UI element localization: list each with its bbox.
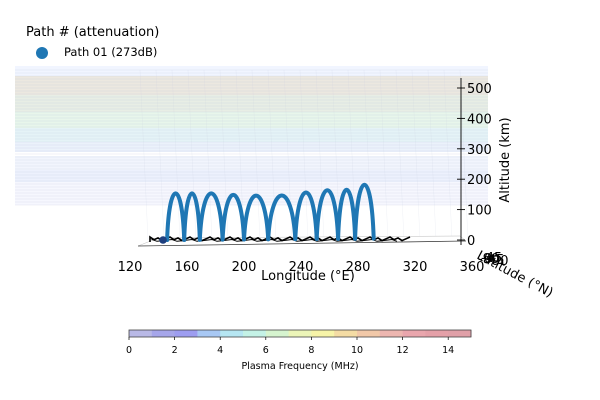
z-tick-label: 100	[467, 204, 492, 219]
grid-line	[187, 69, 197, 241]
x-tick-label: 200	[232, 260, 257, 275]
z-tick-label: 200	[467, 173, 492, 188]
x-axis-line	[137, 240, 467, 247]
coastline-map	[137, 235, 467, 247]
ray-hop	[266, 193, 298, 242]
y-tick-label: -90	[478, 252, 499, 267]
colorbar-tick-label: 6	[263, 345, 269, 356]
coastline	[149, 235, 411, 242]
z-tick-label: 0	[467, 234, 475, 249]
ray-hop	[165, 191, 187, 242]
colorbar-segment	[311, 330, 335, 337]
grid-line	[395, 69, 405, 241]
plasma-band	[15, 112, 488, 128]
colorbar-tick-label: 4	[217, 345, 223, 356]
ray-path-series	[159, 183, 376, 244]
ray-hop	[242, 193, 271, 242]
colorbar-tick-label: 12	[397, 345, 409, 356]
plasma-band	[15, 66, 488, 76]
y-tick-label: 45	[488, 253, 505, 268]
ray-hop	[314, 188, 341, 241]
colorbar-tick-label: 10	[351, 345, 363, 356]
plasma-band	[15, 128, 488, 142]
y-axis-label: Latitude (°N)	[474, 248, 555, 301]
grid-line	[155, 69, 165, 241]
ray-hop	[336, 187, 358, 241]
x-tick-label: 280	[346, 260, 371, 275]
ray-hop	[182, 191, 202, 242]
grid-line	[411, 69, 421, 241]
colorbar-segment	[129, 330, 153, 337]
plasma-band	[15, 76, 488, 95]
plasma-band	[15, 95, 488, 112]
grid-line	[203, 69, 213, 241]
coastline	[151, 238, 398, 242]
y-tick-label: 0	[484, 252, 492, 267]
grid-line	[379, 69, 389, 241]
x-tick-label: 120	[118, 260, 143, 275]
ray-hop	[353, 183, 376, 241]
colorbar-segment	[379, 330, 404, 337]
legend-marker	[36, 47, 48, 59]
colorbar-tick-label: 2	[172, 345, 178, 356]
colorbar-label: Plasma Frequency (MHz)	[241, 361, 359, 372]
z-tick-label: 300	[467, 143, 492, 158]
colorbar: 0 2 4 6 8 10 12 14	[126, 329, 472, 356]
grid-line	[171, 69, 181, 241]
ray-hop	[220, 192, 246, 242]
colorbar-segment	[357, 330, 381, 337]
colorbar-segment	[265, 330, 290, 337]
grid-line	[427, 69, 437, 241]
colorbar-tick-label: 0	[126, 345, 132, 356]
plasma-band	[15, 170, 488, 182]
x-tick-label: 320	[403, 260, 428, 275]
z-axis-label: Altitude (km)	[498, 117, 513, 202]
grid-line	[267, 69, 277, 241]
y-tick-label: -45	[481, 251, 502, 266]
grid-line	[251, 69, 261, 241]
colorbar-tick-label: 14	[442, 345, 454, 356]
plasma-shading	[15, 66, 488, 241]
colorbar-segment	[151, 330, 176, 337]
grid-line	[139, 69, 149, 241]
colorbar-tick-label: 8	[308, 345, 314, 356]
colorbar-segment	[220, 330, 244, 337]
plasma-band	[15, 142, 488, 152]
colorbar-segment	[448, 330, 472, 337]
colorbar-segment	[288, 330, 312, 337]
x-tick-label: 160	[175, 260, 200, 275]
colorbar-frame	[128, 329, 472, 338]
legend-label: Path 01 (273dB)	[64, 45, 158, 59]
grid-line	[315, 69, 325, 241]
x-tick-label: 240	[289, 260, 314, 275]
colorbar-segment	[197, 330, 221, 337]
z-tick-label: 400	[467, 112, 492, 127]
z-tick-label: 500	[467, 82, 492, 97]
ray-hop	[293, 190, 319, 242]
ray-start-marker	[159, 236, 167, 244]
x-axis-label: Longitude (°E)	[261, 269, 355, 284]
colorbar-segment	[334, 330, 358, 337]
colorbar-segment	[425, 330, 449, 337]
ray-hop	[197, 191, 225, 242]
grid-line	[299, 69, 309, 241]
y-tick-label: 90	[492, 254, 509, 269]
x-tick-label: 360	[460, 260, 485, 275]
colorbar-segment	[402, 330, 426, 337]
grid-line	[443, 69, 453, 241]
colorbar-segment	[174, 330, 198, 337]
colorbar-segment	[243, 330, 267, 337]
legend-title: Path # (attenuation)	[26, 25, 160, 40]
